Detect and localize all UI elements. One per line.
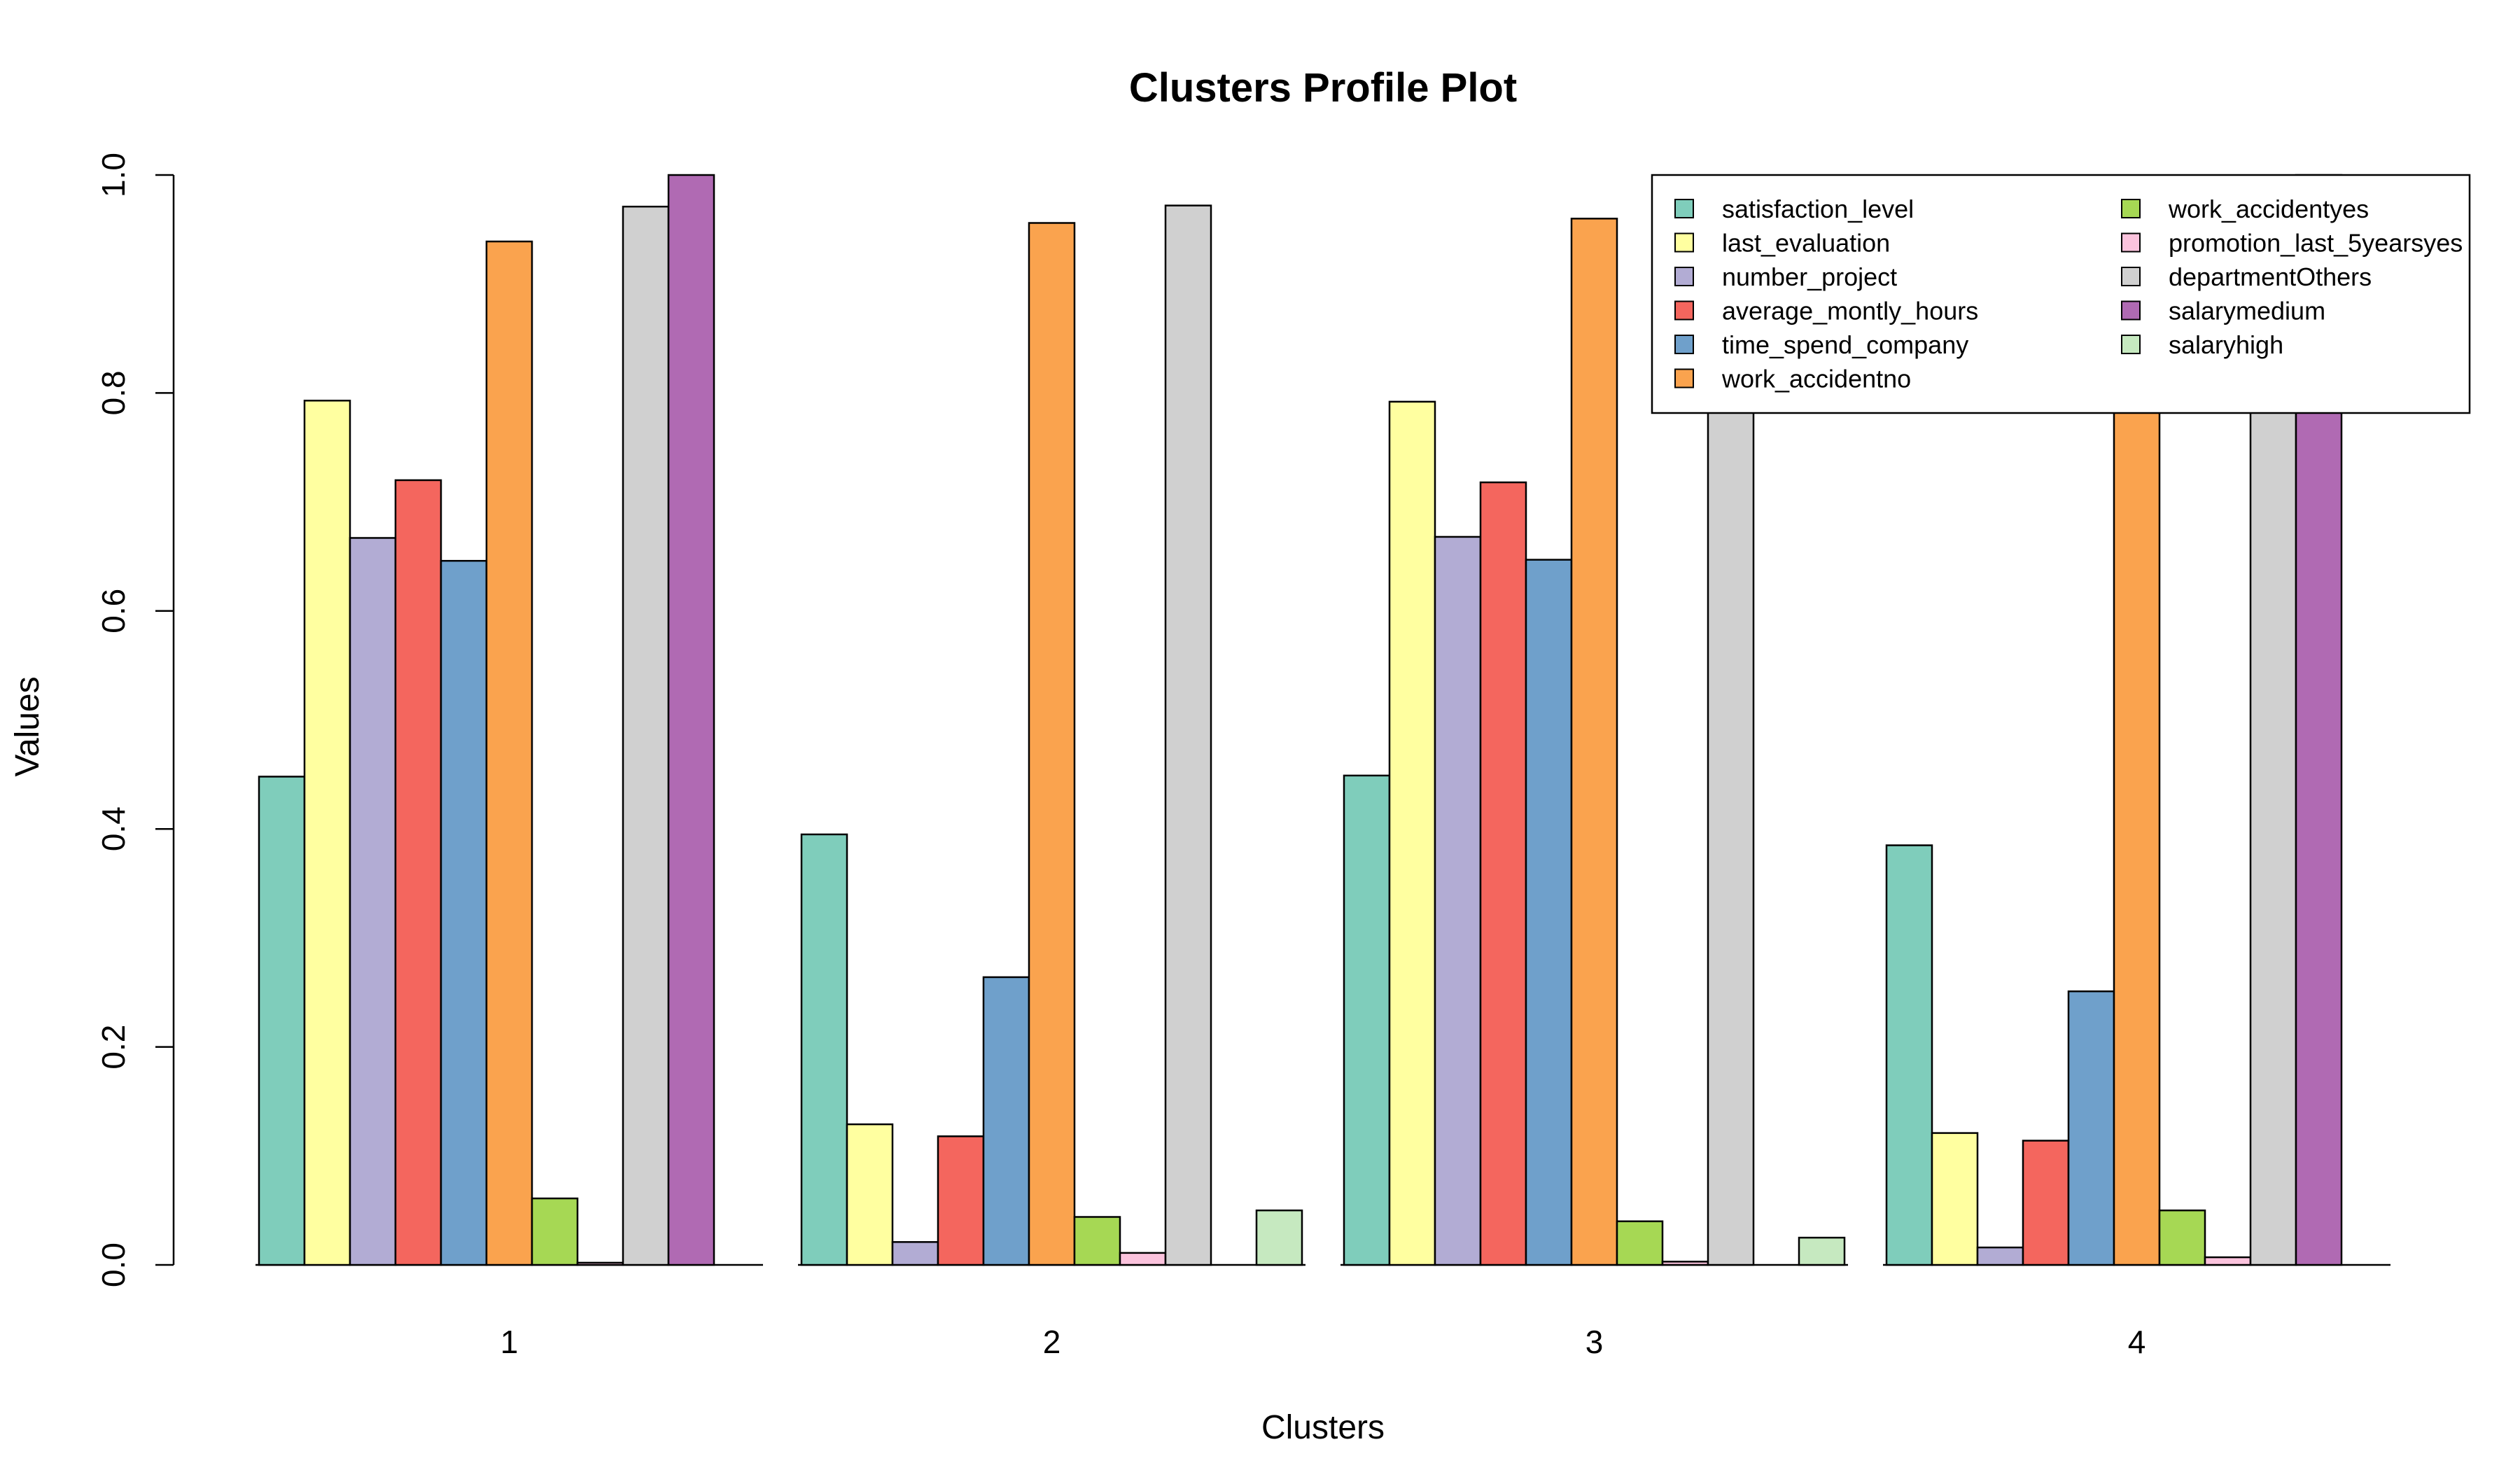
bar-time_spend_company-cluster-1: [440, 559, 488, 1266]
legend-swatch-number_project: [1674, 267, 1694, 286]
legend-box: [1651, 174, 2471, 414]
x-axis-tick-labels: 1 2 3 4: [500, 1324, 2146, 1360]
x-tick-label: 4: [2128, 1324, 2146, 1360]
legend-swatch-time_spend_company: [1674, 335, 1694, 354]
legend-label-number_project: number_project: [1722, 262, 1897, 291]
y-axis: 0.0 0.2 0.4 0.6 0.8 1.0: [95, 153, 175, 1287]
legend-label-salaryhigh: salaryhigh: [2169, 330, 2283, 359]
bar-work_accidentno-cluster-3: [1570, 218, 1618, 1266]
x-tick-label: 3: [1586, 1324, 1604, 1360]
bar-salaryhigh-cluster-3: [1798, 1236, 1846, 1266]
bar-number_project-cluster-4: [1976, 1246, 2024, 1266]
bar-work_accidentno-cluster-1: [485, 240, 533, 1266]
y-tick-label: 0.8: [95, 370, 132, 415]
bar-work_accidentno-cluster-2: [1028, 222, 1076, 1266]
bar-work_accidentyes-cluster-4: [2158, 1209, 2206, 1266]
bar-departmentOthers-cluster-1: [622, 205, 670, 1266]
bar-time_spend_company-cluster-4: [2067, 990, 2115, 1266]
legend: satisfaction_level last_evaluation number_…: [1651, 174, 2471, 414]
legend-swatch-satisfaction_level: [1674, 199, 1694, 218]
x-tick-label: 2: [1043, 1324, 1061, 1360]
legend-label-work_accidentyes: work_accidentyes: [2168, 195, 2369, 223]
chart-title: Clusters Profile Plot: [1129, 65, 1517, 111]
bar-average_montly_hours-cluster-1: [394, 479, 442, 1266]
y-tick-label: 1.0: [95, 153, 132, 197]
y-axis-label: Values: [9, 676, 46, 776]
y-tick-label: 0.4: [95, 806, 132, 851]
bar-promotion_last_5yearsyes-cluster-2: [1119, 1252, 1167, 1266]
bar-average_montly_hours-cluster-3: [1479, 481, 1527, 1266]
bar-time_spend_company-cluster-2: [982, 976, 1030, 1266]
legend-swatch-departmentOthers: [2121, 267, 2141, 286]
legend-swatch-salaryhigh: [2121, 335, 2141, 354]
bar-time_spend_company-cluster-3: [1525, 559, 1573, 1266]
bar-work_accidentyes-cluster-1: [531, 1197, 579, 1266]
bar-promotion_last_5yearsyes-cluster-1: [576, 1261, 624, 1266]
legend-label-departmentOthers: departmentOthers: [2169, 262, 2372, 291]
y-tick-label: 0.6: [95, 589, 132, 634]
legend-swatch-work_accidentyes: [2121, 199, 2141, 218]
legend-label-satisfaction_level: satisfaction_level: [1722, 195, 1914, 223]
y-tick-label: 0.0: [95, 1242, 132, 1287]
bar-salaryhigh-cluster-2: [1255, 1209, 1303, 1266]
bar-salarymedium-cluster-1: [667, 174, 715, 1266]
bar-satisfaction_level-cluster-2: [800, 833, 848, 1266]
bar-last_evaluation-cluster-2: [846, 1123, 894, 1266]
x-axis-label: Clusters: [1261, 1409, 1385, 1446]
bar-promotion_last_5yearsyes-cluster-3: [1661, 1261, 1709, 1266]
legend-swatch-salarymedium: [2121, 300, 2141, 321]
legend-label-work_accidentno: work_accidentno: [1721, 365, 1911, 393]
bar-satisfaction_level-cluster-4: [1885, 844, 1933, 1266]
bar-average_montly_hours-cluster-4: [2022, 1140, 2070, 1266]
legend-swatch-work_accidentno: [1674, 368, 1694, 388]
bar-satisfaction_level-cluster-3: [1343, 774, 1391, 1266]
bar-satisfaction_level-cluster-1: [258, 776, 306, 1266]
legend-label-last_evaluation: last_evaluation: [1722, 229, 1890, 258]
legend-label-time_spend_company: time_spend_company: [1722, 330, 1968, 359]
legend-swatch-promotion_last_5yearsyes: [2121, 232, 2141, 253]
x-tick-label: 1: [500, 1324, 519, 1360]
legend-swatch-last_evaluation: [1674, 232, 1694, 253]
legend-label-salarymedium: salarymedium: [2169, 297, 2325, 326]
bar-work_accidentyes-cluster-3: [1616, 1220, 1664, 1266]
bar-last_evaluation-cluster-3: [1388, 400, 1436, 1266]
bar-average_montly_hours-cluster-2: [937, 1135, 985, 1266]
bar-promotion_last_5yearsyes-cluster-4: [2204, 1256, 2252, 1266]
bar-last_evaluation-cluster-4: [1931, 1132, 1979, 1266]
bar-number_project-cluster-3: [1434, 536, 1482, 1266]
y-tick-label: 0.2: [95, 1025, 132, 1070]
bar-work_accidentyes-cluster-2: [1073, 1216, 1121, 1266]
legend-label-promotion_last_5yearsyes: promotion_last_5yearsyes: [2169, 229, 2463, 258]
legend-label-average_montly_hours: average_montly_hours: [1722, 297, 1978, 326]
bar-departmentOthers-cluster-2: [1164, 204, 1212, 1266]
bar-number_project-cluster-1: [349, 537, 397, 1266]
bar-number_project-cluster-2: [891, 1241, 939, 1266]
legend-swatch-average_montly_hours: [1674, 300, 1694, 321]
bar-last_evaluation-cluster-1: [303, 400, 351, 1266]
